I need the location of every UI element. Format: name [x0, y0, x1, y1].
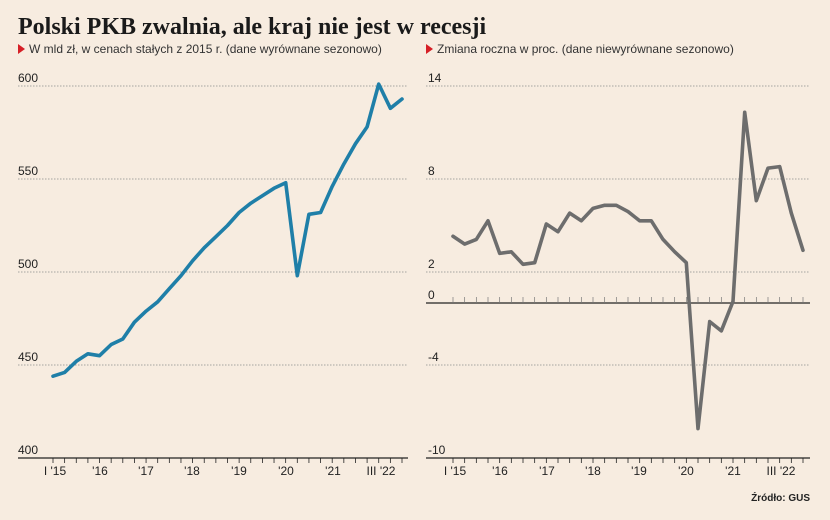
left-chart-subtitle: W mld zł, w cenach stałych z 2015 r. (da… — [18, 42, 382, 56]
x-tick-label: '20 — [678, 464, 694, 478]
chart-title: Polski PKB zwalnia, ale kraj nie jest w … — [18, 14, 487, 40]
y-tick-label: 14 — [428, 71, 442, 85]
right-chart-yoy-change: -10 -4 0 2 8 14 I '15 '16 '17 '18 '19 '20 '21 III '22 — [426, 71, 810, 478]
y-tick-label: 0 — [428, 288, 435, 302]
source-note: Źródło: GUS — [751, 493, 810, 504]
x-tick-label: III '22 — [367, 464, 396, 478]
y-tick-label: -4 — [428, 350, 439, 364]
x-tick-label: '18 — [585, 464, 601, 478]
y-tick-label: 600 — [18, 71, 38, 85]
x-tick-label: '16 — [492, 464, 508, 478]
x-tick-label: '18 — [184, 464, 200, 478]
x-tick-label: '16 — [92, 464, 108, 478]
x-tick-label: '20 — [278, 464, 294, 478]
red-triangle-icon — [426, 44, 433, 54]
y-tick-label: 400 — [18, 443, 38, 457]
x-tick-label: '21 — [325, 464, 341, 478]
x-tick-label: '19 — [631, 464, 647, 478]
y-tick-label: 500 — [18, 257, 38, 271]
x-tick-label: '21 — [725, 464, 741, 478]
series-line — [51, 82, 404, 379]
right-chart-subtitle: Zmiana roczna w proc. (dane niewyrównane… — [426, 42, 734, 56]
y-tick-label: 450 — [18, 350, 38, 364]
x-tick-label: '19 — [231, 464, 247, 478]
x-tick-label: '17 — [539, 464, 555, 478]
y-tick-label: -10 — [428, 443, 446, 457]
y-tick-label: 2 — [428, 257, 435, 271]
x-tick-label: I '15 — [44, 464, 67, 478]
x-tick-label: '17 — [138, 464, 154, 478]
x-tick-label: III '22 — [767, 464, 796, 478]
y-tick-label: 8 — [428, 164, 435, 178]
right-subtitle-text: Zmiana roczna w proc. (dane niewyrównane… — [437, 42, 734, 56]
red-triangle-icon — [18, 44, 25, 54]
left-chart-gdp-level: 400 450 500 550 600 I '15 '16 '17 '18 '19 '20 '21 II… — [18, 71, 408, 478]
series-line — [451, 110, 805, 431]
y-tick-label: 550 — [18, 164, 38, 178]
x-tick-label: I '15 — [444, 464, 467, 478]
left-subtitle-text: W mld zł, w cenach stałych z 2015 r. (da… — [29, 42, 382, 56]
